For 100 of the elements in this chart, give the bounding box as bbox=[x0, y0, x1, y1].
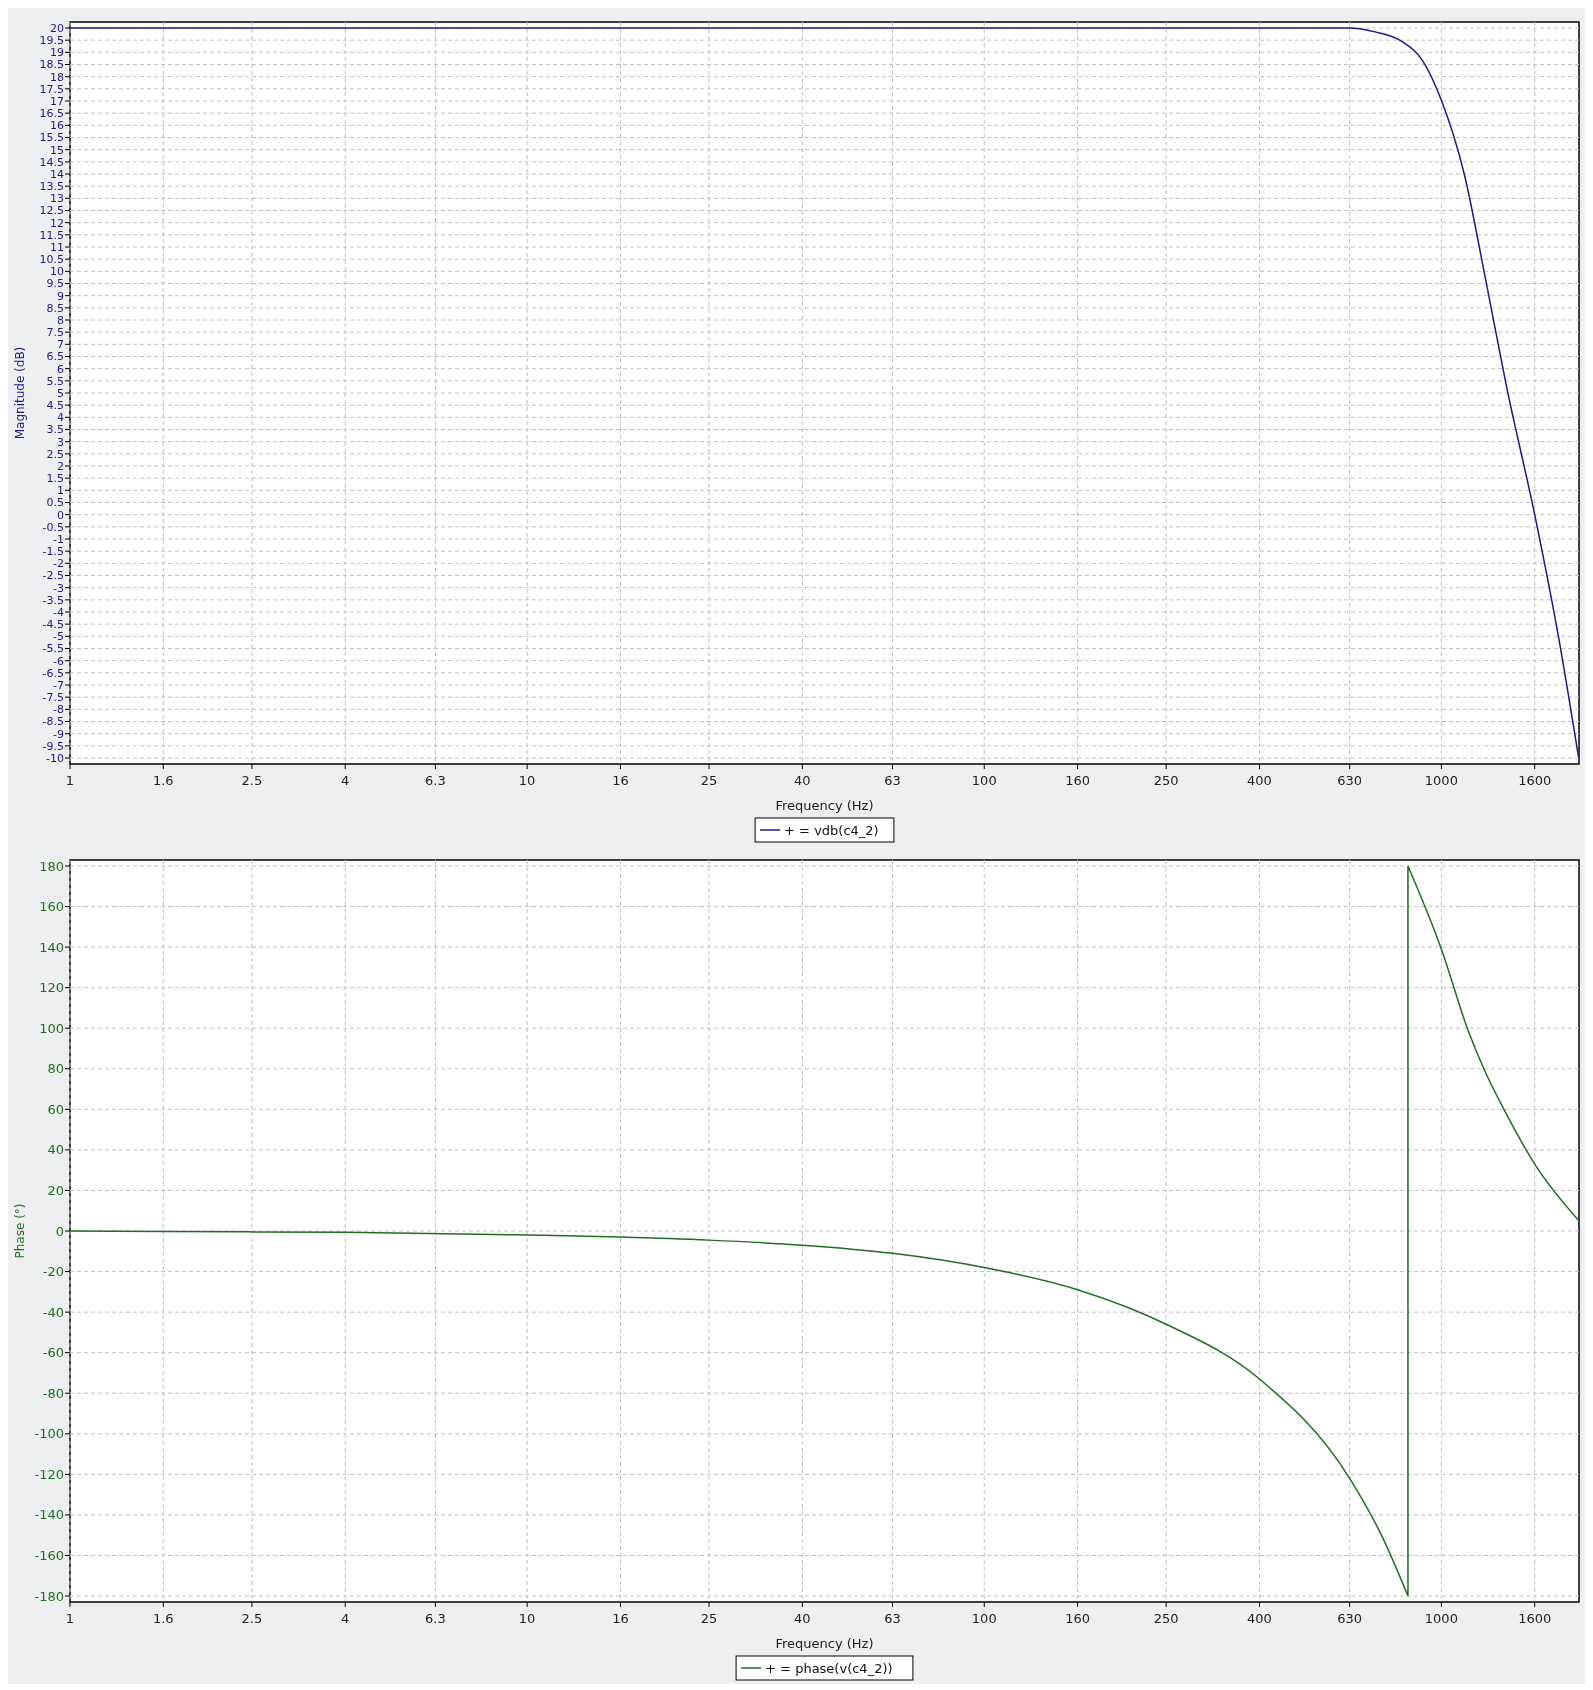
y-tick-label: 0.5 bbox=[46, 496, 64, 510]
y-tick-label: 19.5 bbox=[39, 34, 64, 48]
y-tick-label: 12.5 bbox=[39, 204, 64, 218]
y-tick-label: 12 bbox=[50, 216, 64, 230]
y-tick-label: -160 bbox=[34, 1547, 64, 1563]
x-axis-title: Frequency (Hz) bbox=[775, 798, 874, 813]
y-tick-label: 17 bbox=[50, 94, 64, 108]
y-tick-label: -180 bbox=[34, 1588, 64, 1604]
y-tick-label: 60 bbox=[47, 1101, 64, 1117]
y-tick-label: 6 bbox=[57, 362, 64, 376]
y-tick-label: -120 bbox=[34, 1466, 64, 1482]
x-tick-label: 6.3 bbox=[425, 1611, 446, 1626]
y-tick-label: 11.5 bbox=[39, 228, 64, 242]
y-tick-label: 2.5 bbox=[46, 447, 64, 461]
y-tick-label: 7.5 bbox=[46, 326, 64, 340]
y-tick-label: 8.5 bbox=[46, 301, 64, 315]
y-tick-label: 13 bbox=[50, 192, 64, 206]
y-tick-label: -2 bbox=[53, 557, 64, 571]
y-tick-label: -5.5 bbox=[42, 642, 64, 656]
x-tick-label: 4 bbox=[341, 773, 350, 788]
y-tick-label: 2 bbox=[57, 459, 64, 473]
y-tick-label: 4 bbox=[57, 411, 64, 425]
y-tick-label: 5 bbox=[57, 386, 64, 400]
x-axis-title: Frequency (Hz) bbox=[775, 1636, 874, 1651]
y-tick-label: -1.5 bbox=[42, 545, 64, 559]
y-axis-title: Phase (°) bbox=[13, 1203, 27, 1259]
x-tick-label: 2.5 bbox=[241, 773, 263, 788]
y-tick-label: 20 bbox=[50, 21, 64, 35]
y-tick-label: -10 bbox=[46, 751, 64, 765]
y-tick-label: -3.5 bbox=[42, 593, 64, 607]
y-tick-label: -8.5 bbox=[42, 715, 64, 729]
y-tick-label: 0 bbox=[57, 508, 64, 522]
y-tick-label: -60 bbox=[42, 1345, 64, 1361]
y-tick-label: -0.5 bbox=[42, 520, 64, 534]
y-tick-label: 8 bbox=[57, 313, 64, 327]
x-tick-label: 1.6 bbox=[152, 773, 174, 788]
y-tick-label: 10.5 bbox=[39, 253, 64, 267]
y-tick-label: 10 bbox=[50, 265, 64, 279]
x-tick-label: 40 bbox=[794, 773, 811, 788]
y-tick-label: 11 bbox=[50, 240, 64, 254]
x-tick-label: 160 bbox=[1065, 773, 1090, 788]
y-tick-label: -6.5 bbox=[42, 666, 64, 680]
y-tick-label: -6 bbox=[53, 654, 64, 668]
y-tick-label: 160 bbox=[39, 899, 64, 915]
y-tick-label: 3 bbox=[57, 435, 64, 449]
y-tick-label: 0 bbox=[55, 1223, 64, 1239]
x-tick-label: 250 bbox=[1153, 1611, 1179, 1626]
y-tick-label: 180 bbox=[39, 858, 64, 874]
y-tick-label: 6.5 bbox=[46, 350, 64, 364]
x-tick-label: 40 bbox=[794, 1611, 811, 1626]
y-tick-label: 14.5 bbox=[39, 155, 64, 169]
x-tick-label: 1000 bbox=[1424, 1611, 1458, 1626]
x-tick-label: 4 bbox=[341, 1611, 350, 1626]
y-tick-label: 7 bbox=[57, 338, 64, 352]
y-tick-label: 120 bbox=[39, 980, 64, 996]
y-tick-label: 15 bbox=[50, 143, 64, 157]
x-tick-label: 1600 bbox=[1518, 1611, 1552, 1626]
y-tick-label: 1 bbox=[57, 484, 64, 498]
y-tick-label: -9 bbox=[53, 727, 64, 741]
y-tick-label: -80 bbox=[42, 1385, 64, 1401]
x-tick-label: 10 bbox=[518, 773, 536, 788]
x-tick-label: 63 bbox=[884, 773, 901, 788]
legend-label: + = phase(v(c4_2)) bbox=[765, 1660, 893, 1676]
x-tick-label: 250 bbox=[1153, 773, 1179, 788]
y-tick-label: 18 bbox=[50, 70, 64, 84]
x-tick-label: 16 bbox=[612, 773, 629, 788]
y-tick-label: 17.5 bbox=[39, 82, 64, 96]
y-tick-label: -4.5 bbox=[42, 618, 64, 632]
y-tick-label: 19 bbox=[50, 46, 64, 60]
y-tick-label: -140 bbox=[34, 1507, 64, 1523]
y-tick-label: -3 bbox=[53, 581, 64, 595]
y-tick-label: 40 bbox=[47, 1142, 64, 1158]
y-tick-label: -4 bbox=[53, 605, 64, 619]
x-tick-label: 1600 bbox=[1518, 773, 1552, 788]
y-tick-label: 20 bbox=[47, 1182, 64, 1198]
y-axis-title: Magnitude (dB) bbox=[13, 346, 27, 440]
x-tick-label: 25 bbox=[700, 1611, 718, 1626]
y-tick-label: -9.5 bbox=[42, 739, 64, 753]
x-tick-label: 630 bbox=[1337, 1611, 1363, 1626]
y-tick-label: -100 bbox=[34, 1426, 64, 1442]
x-tick-label: 100 bbox=[971, 1611, 997, 1626]
x-tick-label: 400 bbox=[1247, 773, 1272, 788]
y-tick-label: 16.5 bbox=[39, 107, 64, 121]
y-tick-label: 9 bbox=[57, 289, 64, 303]
y-tick-label: -40 bbox=[42, 1304, 64, 1320]
y-tick-label: 100 bbox=[39, 1020, 64, 1036]
x-tick-label: 630 bbox=[1337, 773, 1363, 788]
y-tick-label: 13.5 bbox=[39, 180, 64, 194]
x-tick-label: 25 bbox=[700, 773, 718, 788]
x-tick-label: 100 bbox=[971, 773, 997, 788]
y-tick-label: -7 bbox=[53, 678, 64, 692]
y-tick-label: 1.5 bbox=[46, 472, 64, 486]
y-tick-label: -20 bbox=[42, 1264, 64, 1280]
y-tick-label: -1 bbox=[53, 532, 64, 546]
x-tick-label: 6.3 bbox=[425, 773, 446, 788]
x-tick-label: 160 bbox=[1065, 1611, 1090, 1626]
y-tick-label: 80 bbox=[47, 1061, 64, 1077]
y-tick-label: -5 bbox=[53, 630, 64, 644]
x-tick-label: 400 bbox=[1247, 1611, 1272, 1626]
x-tick-label: 10 bbox=[518, 1611, 536, 1626]
